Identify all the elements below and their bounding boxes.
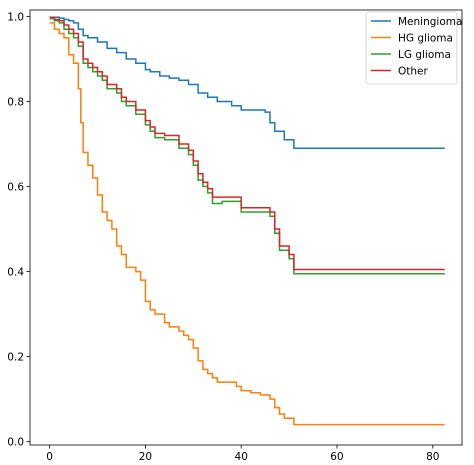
x-tick-label: 40 bbox=[235, 451, 248, 463]
x-tick-label: 0 bbox=[46, 451, 53, 463]
legend-label-other: Other bbox=[398, 65, 428, 77]
y-tick-label: 0.2 bbox=[7, 351, 24, 363]
series-line-lg-glioma bbox=[49, 17, 445, 275]
x-tick-label: 20 bbox=[139, 451, 152, 463]
y-tick-label: 1.0 bbox=[7, 11, 24, 23]
y-tick-label: 0.8 bbox=[7, 96, 24, 108]
series-line-other bbox=[49, 16, 445, 271]
legend-label-meningioma: Meningioma bbox=[398, 16, 462, 28]
series-line-hg-glioma bbox=[49, 22, 445, 426]
legend-box bbox=[365, 11, 458, 85]
plot-frame bbox=[29, 9, 463, 446]
series-line-meningioma bbox=[49, 16, 445, 150]
legend-label-hg-glioma: HG glioma bbox=[398, 32, 453, 44]
y-tick-label: 0.6 bbox=[7, 181, 24, 193]
x-tick-label: 60 bbox=[330, 451, 343, 463]
legend-label-lg-glioma: LG glioma bbox=[398, 49, 451, 61]
x-tick-label: 80 bbox=[426, 451, 439, 463]
y-tick-label: 0.0 bbox=[7, 436, 24, 448]
y-tick-label: 0.4 bbox=[7, 266, 24, 278]
